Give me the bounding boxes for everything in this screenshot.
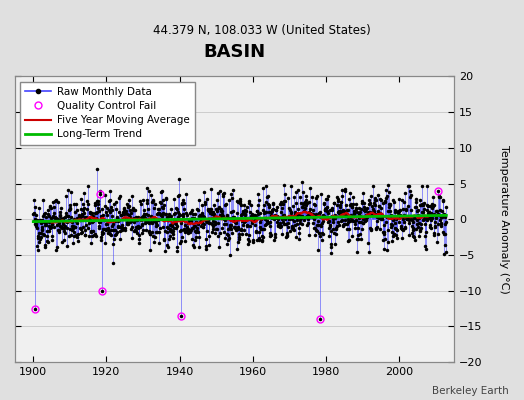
Text: 44.379 N, 108.033 W (United States): 44.379 N, 108.033 W (United States) xyxy=(153,24,371,37)
Legend: Raw Monthly Data, Quality Control Fail, Five Year Moving Average, Long-Term Tren: Raw Monthly Data, Quality Control Fail, … xyxy=(20,82,194,144)
Title: BASIN: BASIN xyxy=(203,43,266,61)
Text: Berkeley Earth: Berkeley Earth xyxy=(432,386,508,396)
Y-axis label: Temperature Anomaly (°C): Temperature Anomaly (°C) xyxy=(499,145,509,294)
